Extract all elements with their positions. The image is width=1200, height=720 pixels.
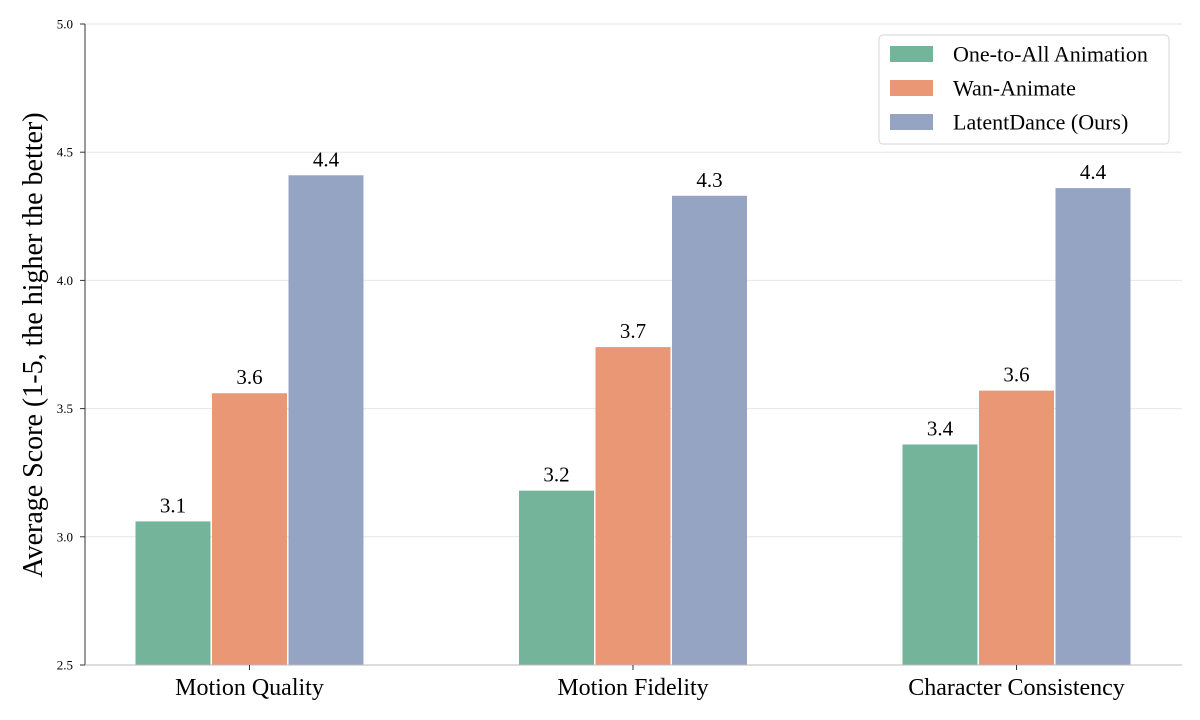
y-axis-label: Average Score (1-5, the higher the bette… <box>18 112 49 577</box>
bar <box>979 390 1054 665</box>
data-label: 3.4 <box>927 416 954 440</box>
y-tick-labels: 2.5 3.0 3.5 4.0 4.5 5.0 <box>57 17 73 673</box>
data-label: 4.3 <box>696 168 722 192</box>
bars <box>135 175 1131 665</box>
data-label: 3.7 <box>620 319 646 343</box>
x-category-label: Motion Quality <box>175 675 324 701</box>
data-label: 3.6 <box>236 365 262 389</box>
x-category-label: Character Consistency <box>908 675 1125 701</box>
axes <box>80 23 1182 670</box>
legend-label: One-to-All Animation <box>953 42 1148 67</box>
bar <box>288 175 364 665</box>
bar <box>212 393 287 665</box>
x-category-labels: Motion Quality Motion Fidelity Character C… <box>175 675 1125 701</box>
legend: One-to-All Animation Wan-Animate LatentDan… <box>878 34 1170 145</box>
y-tick-label: 4.5 <box>57 145 73 160</box>
legend-label: LatentDance (Ours) <box>953 110 1128 135</box>
data-label: 3.2 <box>543 463 569 487</box>
bar <box>135 521 211 665</box>
legend-swatch <box>890 46 933 62</box>
x-category-label: Motion Fidelity <box>557 675 708 701</box>
data-label: 4.4 <box>1080 160 1107 184</box>
bar <box>672 195 747 665</box>
y-tick-label: 3.0 <box>57 529 73 544</box>
y-tick-label: 2.5 <box>57 658 73 673</box>
data-label: 3.1 <box>160 493 186 517</box>
bar <box>595 347 671 665</box>
legend-swatch <box>890 114 933 130</box>
bar <box>519 490 594 665</box>
legend-box <box>878 34 1170 145</box>
bar <box>902 444 978 665</box>
y-tick-label: 3.5 <box>57 401 73 416</box>
legend-swatch <box>890 80 933 96</box>
y-tick-label: 5.0 <box>57 17 73 32</box>
y-tick-label: 4.0 <box>57 273 73 288</box>
data-label: 4.4 <box>313 147 340 171</box>
legend-label: Wan-Animate <box>953 76 1076 101</box>
data-labels: 3.1 3.6 4.4 3.2 3.7 4.3 3.4 3.6 4.4 <box>160 147 1107 517</box>
data-label: 3.6 <box>1003 363 1029 387</box>
bar <box>1055 188 1131 665</box>
